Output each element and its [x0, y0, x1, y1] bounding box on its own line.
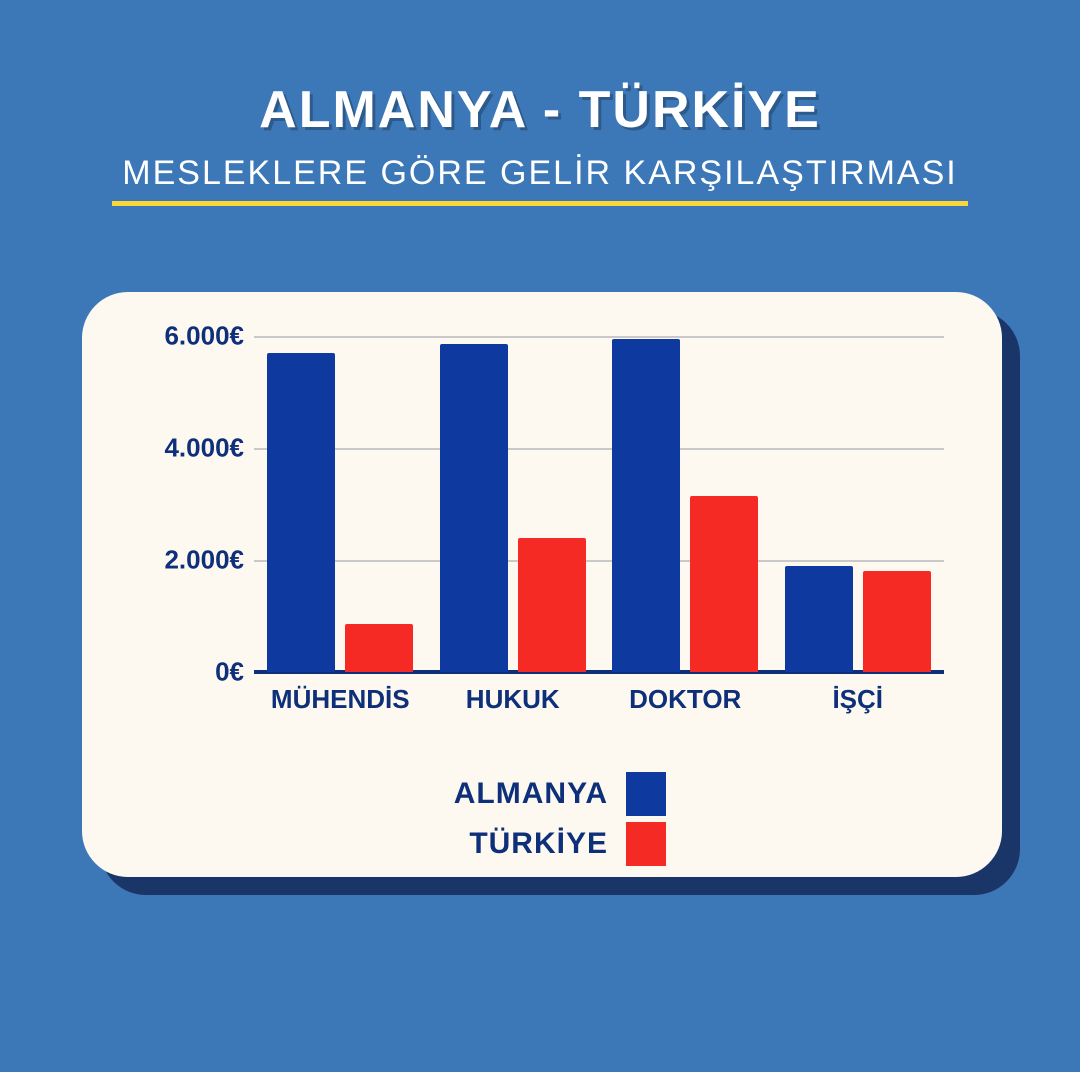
bar-group	[254, 336, 427, 672]
bar	[267, 353, 335, 672]
chart-card: 0€ 2.000€ 4.000€ 6.000€ MÜHENDİSHUKUKDOKTOR…	[82, 292, 1002, 877]
legend-swatch	[626, 822, 666, 866]
bar	[785, 566, 853, 672]
bar-groups	[254, 336, 944, 672]
bar	[863, 571, 931, 672]
page: ALMANYA - TÜRKİYE MESLEKLERE GÖRE GELİR …	[0, 0, 1080, 1072]
bar	[690, 496, 758, 672]
bar-group	[599, 336, 772, 672]
bar-group	[427, 336, 600, 672]
x-axis-labels: MÜHENDİSHUKUKDOKTORİŞÇİ	[254, 684, 944, 715]
bar	[345, 624, 413, 672]
y-tick-label: 4.000€	[140, 433, 244, 464]
legend-row: ALMANYA	[418, 772, 666, 816]
legend: ALMANYA TÜRKİYE	[140, 772, 944, 866]
page-title: ALMANYA - TÜRKİYE	[0, 80, 1080, 140]
x-tick-label: HUKUK	[427, 684, 600, 715]
legend-swatch	[626, 772, 666, 816]
plot-area	[254, 336, 944, 672]
bar	[440, 344, 508, 672]
bar-group	[772, 336, 945, 672]
page-subtitle: MESLEKLERE GÖRE GELİR KARŞILAŞTIRMASI	[122, 154, 957, 193]
subtitle-underline: MESLEKLERE GÖRE GELİR KARŞILAŞTIRMASI	[112, 154, 967, 206]
x-tick-label: İŞÇİ	[772, 684, 945, 715]
legend-label: TÜRKİYE	[418, 827, 608, 861]
x-tick-label: DOKTOR	[599, 684, 772, 715]
y-tick-label: 0€	[140, 657, 244, 688]
bar-chart: 0€2.000€4.000€6.000€ MÜHENDİSHUKUKDOKTOR…	[140, 336, 944, 696]
bar	[612, 339, 680, 672]
x-tick-label: MÜHENDİS	[254, 684, 427, 715]
legend-row: TÜRKİYE	[418, 822, 666, 866]
legend-label: ALMANYA	[418, 777, 608, 811]
title-block: ALMANYA - TÜRKİYE MESLEKLERE GÖRE GELİR …	[0, 0, 1080, 206]
y-tick-label: 6.000€	[140, 321, 244, 352]
bar	[518, 538, 586, 672]
y-tick-label: 2.000€	[140, 545, 244, 576]
